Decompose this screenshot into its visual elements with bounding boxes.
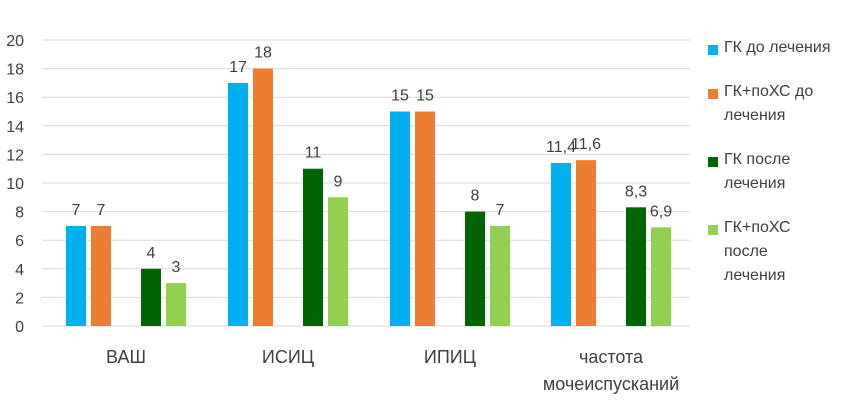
category-label: мочеиспусканий bbox=[543, 374, 679, 394]
bar bbox=[166, 283, 186, 326]
data-label: 11 bbox=[305, 145, 322, 162]
bar bbox=[141, 268, 161, 326]
y-tick-label: 8 bbox=[15, 205, 24, 222]
y-tick-label: 2 bbox=[15, 290, 24, 307]
bar bbox=[490, 225, 510, 326]
data-label: 11,4 bbox=[546, 139, 576, 156]
category-label: ИСИЦ bbox=[262, 347, 314, 367]
bar bbox=[228, 82, 248, 327]
legend-label: ГК после лечения bbox=[724, 151, 791, 192]
legend-swatch bbox=[708, 45, 718, 55]
category-label: частота bbox=[579, 347, 644, 367]
y-tick-label: 18 bbox=[6, 62, 24, 79]
data-label: 17 bbox=[229, 59, 247, 76]
data-label: 3 bbox=[172, 259, 181, 276]
data-label: 9 bbox=[334, 173, 343, 190]
y-tick-label: 20 bbox=[6, 33, 24, 50]
bar bbox=[328, 197, 348, 326]
bar bbox=[626, 207, 646, 326]
bar bbox=[303, 168, 323, 326]
data-label: 18 bbox=[254, 45, 272, 62]
bar bbox=[66, 225, 86, 326]
data-label: 15 bbox=[391, 88, 409, 105]
chart-legend: ГК до лечения ГК+поХС до лечения ГК после ле… bbox=[708, 36, 842, 288]
category-label: ВАШ bbox=[106, 347, 146, 367]
y-tick-label: 0 bbox=[15, 319, 24, 336]
legend-label: ГК до лечения bbox=[724, 39, 831, 56]
data-label: 7 bbox=[72, 202, 81, 219]
legend-item: ГК после лечения bbox=[708, 148, 842, 196]
legend-label: ГК+поХС после лечения bbox=[724, 219, 791, 284]
bar bbox=[651, 227, 671, 326]
legend-swatch bbox=[708, 225, 718, 235]
legend-item: ГК+поХС после лечения bbox=[708, 216, 842, 288]
legend-swatch bbox=[708, 89, 718, 99]
data-label: 8,3 bbox=[625, 183, 647, 200]
bar bbox=[415, 111, 435, 326]
bar bbox=[576, 160, 596, 326]
y-tick-label: 10 bbox=[6, 176, 24, 193]
data-label: 7 bbox=[97, 202, 106, 219]
legend-label: ГК+поХС до лечения bbox=[724, 83, 814, 124]
data-label: 8 bbox=[471, 188, 480, 205]
data-label: 11,6 bbox=[571, 136, 601, 153]
legend-item: ГК+поХС до лечения bbox=[708, 80, 842, 128]
category-label: ИПИЦ bbox=[424, 347, 476, 367]
bar-chart: 0 2 4 6 8 10 12 14 16 18 20 7 17 15 11,4 7 18 15 11,6 4 11 8 8… bbox=[6, 33, 690, 394]
bar bbox=[91, 225, 111, 326]
y-tick-label: 14 bbox=[6, 119, 24, 136]
data-label: 7 bbox=[496, 202, 505, 219]
bar bbox=[465, 211, 485, 326]
y-tick-label: 6 bbox=[15, 233, 24, 250]
y-tick-label: 16 bbox=[6, 90, 24, 107]
bar bbox=[390, 111, 410, 326]
data-label: 4 bbox=[147, 245, 156, 262]
data-label: 6,9 bbox=[650, 203, 672, 220]
y-tick-label: 4 bbox=[15, 262, 24, 279]
legend-swatch bbox=[708, 157, 718, 167]
bar bbox=[253, 68, 273, 326]
data-label: 15 bbox=[416, 88, 434, 105]
y-tick-label: 12 bbox=[6, 147, 24, 164]
legend-item: ГК до лечения bbox=[708, 36, 842, 60]
bar bbox=[551, 162, 571, 326]
